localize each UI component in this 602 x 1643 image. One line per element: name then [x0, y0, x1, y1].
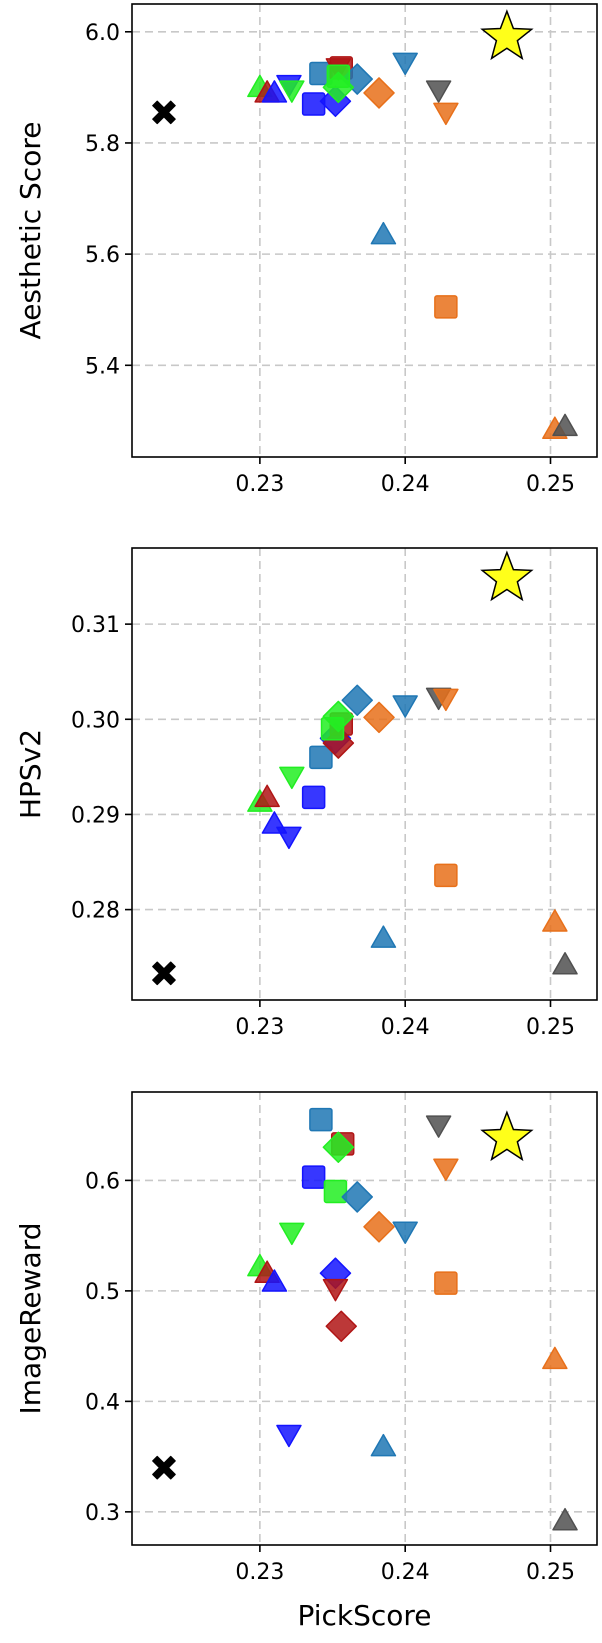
data-point	[322, 700, 355, 733]
y-tick-label: 6.0	[85, 21, 120, 46]
data-point	[152, 961, 176, 986]
data-point	[433, 688, 459, 712]
y-tick-label: 0.29	[71, 803, 120, 828]
y-tick-label: 0.30	[71, 708, 120, 733]
y-axis-label: ImageReward	[14, 1223, 47, 1415]
data-point	[323, 1179, 348, 1204]
data-point	[254, 784, 280, 808]
data-point	[309, 1107, 333, 1132]
data-point	[542, 909, 568, 932]
plot-frame	[131, 3, 598, 458]
data-point	[552, 413, 578, 437]
data-point	[322, 71, 355, 104]
data-point	[392, 52, 418, 76]
y-tick-label: 5.4	[85, 354, 120, 379]
data-point	[152, 100, 176, 125]
x-tick-label: 0.23	[235, 1560, 284, 1585]
data-point	[370, 925, 397, 948]
x-tick-label: 0.24	[381, 1015, 430, 1040]
data-point	[434, 295, 458, 319]
data-point	[322, 1278, 349, 1302]
data-point	[433, 102, 459, 126]
scatter-panel-2: 0.23 0.24 0.25 0.28 0.29 0.30 0.31 HPSv2	[14, 547, 598, 1040]
data-point	[325, 1310, 357, 1342]
data-point	[261, 80, 288, 103]
data-point	[301, 785, 326, 810]
data-point	[279, 80, 305, 103]
data-point	[392, 1221, 418, 1244]
y-tick-label: 0.5	[85, 1280, 120, 1305]
plot-frame	[131, 547, 598, 1001]
data-point	[434, 1271, 458, 1295]
scatter-panel-3: 0.23 0.24 0.25 0.3 0.4 0.5 0.6 ImageReward PickS…	[14, 1091, 598, 1632]
data-point	[552, 1507, 578, 1531]
data-point	[370, 221, 397, 245]
data-point	[261, 1269, 288, 1292]
x-tick-label: 0.25	[526, 1015, 575, 1040]
data-point	[542, 1346, 568, 1370]
data-point	[279, 1222, 305, 1246]
data-point	[152, 1455, 176, 1480]
x-tick-label: 0.24	[381, 472, 430, 497]
y-tick-label: 0.3	[85, 1501, 120, 1526]
y-tick-label: 0.6	[85, 1169, 120, 1194]
data-point	[363, 701, 395, 734]
data-point	[480, 9, 534, 61]
y-axis-label: HPSv2	[14, 729, 47, 819]
data-point	[480, 550, 534, 602]
y-axis-label: Aesthetic Score	[14, 122, 47, 340]
plot-frame	[131, 1091, 598, 1546]
data-point	[341, 684, 373, 717]
y-tick-label: 0.28	[71, 899, 120, 924]
data-point	[322, 1131, 355, 1163]
y-tick-label: 0.4	[85, 1390, 120, 1415]
x-axis-label: PickScore	[297, 1599, 431, 1632]
x-tick-label: 0.25	[526, 472, 575, 497]
data-point	[301, 1165, 326, 1189]
data-point	[341, 1181, 373, 1213]
data-point	[425, 1115, 452, 1138]
scatter-panel-1: 0.23 0.24 0.25 5.4 5.6 5.8 6.0 Aesthetic Score	[14, 3, 598, 497]
data-point	[279, 766, 305, 790]
data-point	[480, 1110, 534, 1162]
data-point	[552, 952, 578, 975]
data-point	[370, 1433, 397, 1457]
data-point	[309, 745, 333, 770]
data-point	[433, 1158, 459, 1181]
x-tick-label: 0.23	[235, 472, 284, 497]
data-point	[363, 77, 395, 109]
x-tick-label: 0.24	[381, 1560, 430, 1585]
data-point	[392, 695, 418, 718]
data-point	[434, 863, 458, 888]
data-point	[425, 80, 452, 103]
x-tick-label: 0.23	[235, 1015, 284, 1040]
y-tick-label: 0.31	[71, 613, 120, 638]
x-tick-label: 0.25	[526, 1560, 575, 1585]
y-tick-label: 5.6	[85, 243, 120, 268]
data-point	[276, 1424, 302, 1448]
data-point	[363, 1211, 395, 1243]
data-point	[276, 826, 302, 850]
y-tick-label: 5.8	[85, 132, 120, 157]
data-point	[301, 92, 326, 116]
